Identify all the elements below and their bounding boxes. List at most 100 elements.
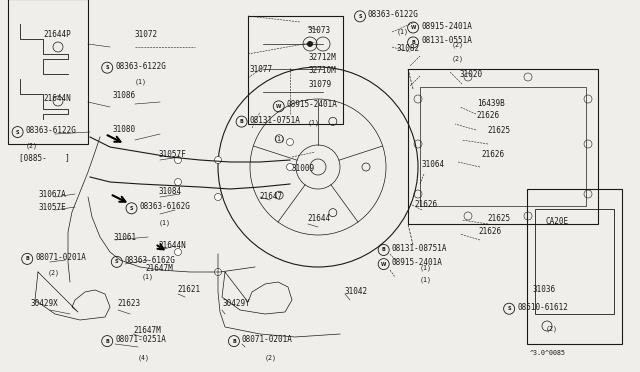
Text: B: B (26, 256, 29, 262)
Text: [0885-    ]: [0885- ] (19, 153, 70, 162)
Text: B: B (412, 40, 415, 45)
Circle shape (214, 193, 221, 201)
Text: B: B (382, 247, 385, 253)
Text: 31082: 31082 (397, 44, 420, 53)
Text: 31086: 31086 (112, 91, 135, 100)
Text: W: W (410, 25, 416, 30)
Circle shape (287, 138, 294, 145)
Bar (420, 87, 586, 206)
Text: 31064: 31064 (421, 160, 444, 169)
Text: (2): (2) (264, 355, 276, 361)
Text: 30429Y: 30429Y (223, 299, 250, 308)
Text: ^3.0^0085: ^3.0^0085 (530, 350, 566, 356)
Text: 08131-0551A: 08131-0551A (421, 36, 472, 45)
Text: 08071-0251A: 08071-0251A (115, 335, 166, 344)
Text: 31077: 31077 (250, 65, 273, 74)
Text: S: S (106, 65, 109, 70)
Text: (2): (2) (451, 56, 463, 62)
Text: 21626: 21626 (477, 111, 500, 120)
Text: (1): (1) (142, 273, 154, 280)
Circle shape (175, 157, 182, 164)
Text: (1): (1) (134, 78, 147, 85)
Text: (1): (1) (419, 277, 431, 283)
Text: (2): (2) (48, 270, 60, 276)
Text: CA20E: CA20E (545, 217, 568, 226)
Text: 08071-0201A: 08071-0201A (35, 253, 86, 262)
Text: 08363-6122G: 08363-6122G (115, 62, 166, 71)
Text: 31057E: 31057E (38, 203, 66, 212)
Text: (1): (1) (419, 264, 431, 271)
Text: 08131-08751A: 08131-08751A (392, 244, 447, 253)
Text: 32710M: 32710M (308, 66, 336, 75)
Text: (4): (4) (138, 355, 150, 361)
Text: B: B (232, 339, 236, 344)
Text: 21647: 21647 (259, 192, 282, 201)
Text: 21626: 21626 (481, 150, 504, 159)
Text: 32712M: 32712M (308, 54, 336, 62)
Text: W: W (381, 262, 387, 267)
Text: 30429X: 30429X (31, 299, 58, 308)
Text: 31080: 31080 (112, 125, 135, 134)
Bar (408, 69, 598, 224)
Text: 21647M: 21647M (133, 326, 161, 335)
Text: S: S (130, 206, 133, 211)
Text: (1): (1) (397, 29, 409, 35)
Text: 31073: 31073 (307, 26, 330, 35)
Text: 08510-61612: 08510-61612 (517, 303, 568, 312)
Circle shape (287, 164, 294, 170)
Text: 21621: 21621 (178, 285, 201, 294)
Bar (248, 16, 343, 124)
Text: 31057F: 31057F (159, 150, 186, 159)
Text: 21625: 21625 (488, 126, 511, 135)
Text: S: S (508, 306, 511, 311)
Text: 08915-2401A: 08915-2401A (287, 100, 337, 109)
Text: 16439B: 16439B (477, 99, 504, 108)
Text: 31036: 31036 (532, 285, 556, 294)
Circle shape (214, 157, 221, 164)
Bar (8, 0, 88, 144)
Text: 21644N: 21644N (44, 94, 71, 103)
Text: W: W (276, 104, 282, 109)
Text: 21625: 21625 (488, 214, 511, 223)
Text: S: S (358, 14, 362, 19)
Text: S: S (115, 259, 118, 264)
Circle shape (214, 269, 221, 276)
Text: 08915-2401A: 08915-2401A (421, 22, 472, 31)
Text: 08363-6162G: 08363-6162G (140, 202, 190, 211)
Text: 08071-0201A: 08071-0201A (242, 335, 292, 344)
Text: 31042: 31042 (344, 287, 367, 296)
Text: 21623: 21623 (117, 299, 140, 308)
Circle shape (175, 248, 182, 256)
Text: 08363-6122G: 08363-6122G (368, 10, 419, 19)
Text: 31009: 31009 (291, 164, 314, 173)
Text: 21647M: 21647M (146, 264, 173, 273)
Text: 08131-0751A: 08131-0751A (250, 116, 300, 125)
Circle shape (175, 179, 182, 186)
Text: 31020: 31020 (460, 70, 483, 79)
Text: 08363-6162G: 08363-6162G (125, 256, 175, 265)
Text: (2): (2) (451, 42, 463, 48)
Text: B: B (106, 339, 109, 344)
Text: 31072: 31072 (134, 30, 157, 39)
Circle shape (307, 41, 313, 47)
Text: S: S (16, 129, 19, 135)
Bar (535, 209, 614, 314)
Text: 31079: 31079 (308, 80, 332, 89)
Text: (1): (1) (307, 120, 319, 126)
Text: 21626: 21626 (479, 227, 502, 236)
Text: 08915-2401A: 08915-2401A (392, 258, 442, 267)
Text: B: B (240, 119, 243, 124)
Text: 31061: 31061 (114, 233, 137, 242)
Text: (2): (2) (26, 142, 38, 149)
Text: (1): (1) (159, 220, 171, 226)
Text: 31084: 31084 (159, 187, 182, 196)
Text: 21644P: 21644P (44, 30, 71, 39)
Text: 21626: 21626 (415, 200, 438, 209)
Text: 21644: 21644 (307, 214, 330, 223)
Text: (2): (2) (545, 326, 557, 332)
Text: 31067A: 31067A (38, 190, 66, 199)
Text: (1): (1) (274, 136, 286, 142)
Text: 08363-6122G: 08363-6122G (26, 126, 76, 135)
Text: 21644N: 21644N (159, 241, 186, 250)
Bar (527, 189, 622, 344)
